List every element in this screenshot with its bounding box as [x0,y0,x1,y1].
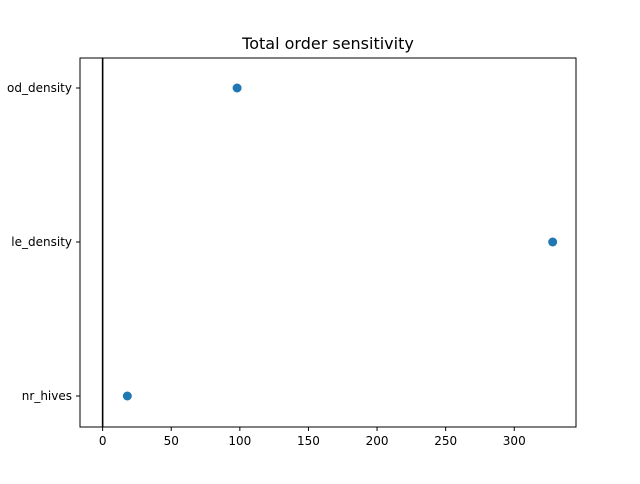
x-tick-label: 50 [164,434,179,448]
x-tick-label: 200 [366,434,389,448]
x-tick-label: 250 [434,434,457,448]
x-tick-label: 150 [297,434,320,448]
x-tick-label: 300 [503,434,526,448]
x-tick-label: 0 [99,434,107,448]
plot-area: 0 50 100 150 200 250 300 nr_hives le_density od_d… [7,57,577,448]
y-tick-label: le_density [11,235,72,249]
data-point-nr-hives [122,391,132,401]
x-tick-label: 100 [228,434,251,448]
y-tick-label: nr_hives [22,389,72,403]
data-point-brood-density [232,83,242,93]
data-point-flower-patch-density [548,237,558,247]
y-tick-label: od_density [7,81,72,95]
chart-title: Total order sensitivity [241,34,414,53]
